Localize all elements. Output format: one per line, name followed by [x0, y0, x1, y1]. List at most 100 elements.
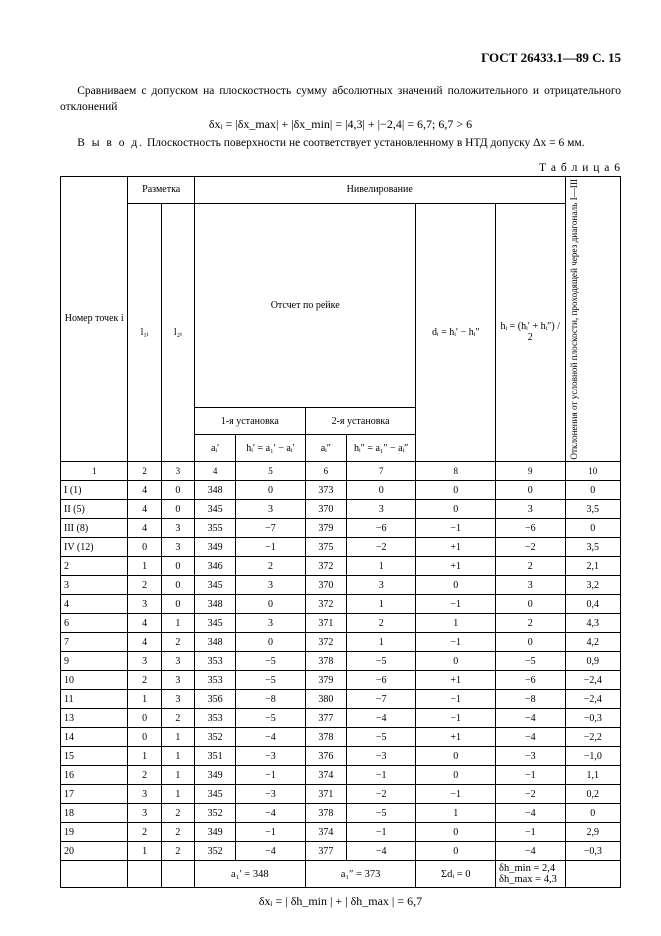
cell: 0,2: [565, 785, 620, 804]
table-row: 1401352−4378−5+1−4−2,2: [61, 728, 621, 747]
cell: 2,9: [565, 823, 620, 842]
cell: 0: [128, 709, 161, 728]
cell: 379: [305, 671, 346, 690]
cell: 11: [61, 690, 128, 709]
cell: −1: [416, 595, 496, 614]
cell: 378: [305, 652, 346, 671]
cell: 3: [128, 652, 161, 671]
cell: 3: [161, 671, 194, 690]
cell: 370: [305, 500, 346, 519]
cell: −4: [496, 804, 565, 823]
cell: 0: [236, 481, 305, 500]
cell: −1: [236, 766, 305, 785]
cell: 0: [346, 481, 415, 500]
th-nomer: Номер точек i: [61, 176, 128, 462]
cell: 1: [346, 557, 415, 576]
cell: 2: [161, 804, 194, 823]
cell: −4: [496, 842, 565, 861]
cell: 0: [161, 595, 194, 614]
equation-1: δxᵢ = |δx_max| + |δx_min| = |4,3| + |−2,…: [60, 117, 621, 132]
coln-8: 8: [416, 462, 496, 481]
cell: 17: [61, 785, 128, 804]
cell: 0: [496, 633, 565, 652]
cell: 0: [416, 766, 496, 785]
table-body: I (1)4034803730000II (5)4034533703033,5I…: [61, 481, 621, 861]
cell: 2: [346, 614, 415, 633]
cell: 348: [194, 595, 235, 614]
cell: 3: [236, 576, 305, 595]
cell: +1: [416, 728, 496, 747]
cell: −5: [236, 671, 305, 690]
cell: −3: [236, 785, 305, 804]
cell: 4: [128, 481, 161, 500]
coln-6: 6: [305, 462, 346, 481]
cell: 1: [128, 690, 161, 709]
cell: −2,4: [565, 671, 620, 690]
cell: −7: [236, 519, 305, 538]
cell: 1: [161, 766, 194, 785]
cell: 377: [305, 842, 346, 861]
cell: 349: [194, 538, 235, 557]
coln-5: 5: [236, 462, 305, 481]
cell: −1: [496, 766, 565, 785]
cell: 3: [161, 519, 194, 538]
cell: 4,3: [565, 614, 620, 633]
cell: 3: [236, 500, 305, 519]
cell: 0: [236, 595, 305, 614]
cell: 353: [194, 652, 235, 671]
cell: 3: [128, 804, 161, 823]
cell: 16: [61, 766, 128, 785]
cell: −4: [346, 709, 415, 728]
cell: −2: [496, 538, 565, 557]
cell: 3: [128, 785, 161, 804]
cell: 1,1: [565, 766, 620, 785]
cell: −2: [346, 538, 415, 557]
cell: +1: [416, 557, 496, 576]
cell: −1: [346, 766, 415, 785]
cell: 0: [128, 538, 161, 557]
th-h1: hᵢ′ = a₁′ − aᵢ′: [236, 435, 305, 462]
coln-3: 3: [161, 462, 194, 481]
cell: 0: [416, 823, 496, 842]
cell: 371: [305, 614, 346, 633]
coln-9: 9: [496, 462, 565, 481]
cell: −0,3: [565, 709, 620, 728]
cell: +1: [416, 671, 496, 690]
table-row: II (5)4034533703033,5: [61, 500, 621, 519]
cell: 4: [128, 500, 161, 519]
cell: 15: [61, 747, 128, 766]
coln-10: 10: [565, 462, 620, 481]
cell: 1: [128, 557, 161, 576]
cell: 4,2: [565, 633, 620, 652]
cell: −4: [496, 728, 565, 747]
para2-body: Плоскостность поверхности не соответству…: [144, 137, 585, 149]
cell: 348: [194, 481, 235, 500]
cell: 352: [194, 842, 235, 861]
cell: 18: [61, 804, 128, 823]
cell: 2: [161, 842, 194, 861]
cell: 3: [496, 500, 565, 519]
cell: +1: [416, 538, 496, 557]
cell: 375: [305, 538, 346, 557]
th-havg: hᵢ = (hᵢ′ + hᵢ″) / 2: [496, 203, 565, 462]
table-row: 1832352−4378−51−40: [61, 804, 621, 823]
cell: 372: [305, 595, 346, 614]
table-row: III (8)43355−7379−6−1−60: [61, 519, 621, 538]
cell: 2: [496, 614, 565, 633]
cell: 2: [128, 766, 161, 785]
cell: 0: [128, 728, 161, 747]
cell: 1: [161, 747, 194, 766]
cell: −5: [346, 804, 415, 823]
cell: 345: [194, 785, 235, 804]
th-otk: Отклонения от условной плоскости, проход…: [569, 179, 580, 460]
cell: 2: [161, 823, 194, 842]
table-row: 2012352−4377−40−4−0,3: [61, 842, 621, 861]
cell: −4: [496, 709, 565, 728]
cell: −0,3: [565, 842, 620, 861]
cell: 19: [61, 823, 128, 842]
cell: 377: [305, 709, 346, 728]
table-row: 1731345−3371−2−1−20,2: [61, 785, 621, 804]
cell: −2: [346, 785, 415, 804]
cell: 3: [128, 595, 161, 614]
cell: 3,5: [565, 500, 620, 519]
